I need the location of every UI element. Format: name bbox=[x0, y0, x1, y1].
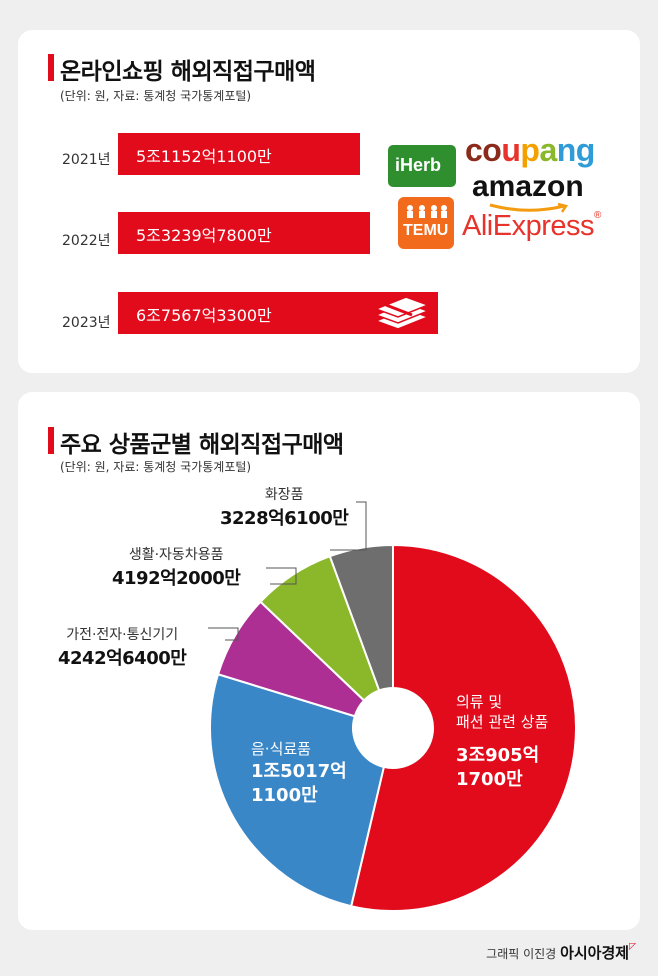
label-electronics: 가전·전자·통신기기 4242억6400만 bbox=[58, 624, 187, 670]
credit-line: 그래픽 이진경 아시아경제◸ bbox=[486, 942, 636, 963]
money-stack-icon bbox=[373, 297, 430, 330]
bar-2023: 6조7567억3300만 bbox=[118, 292, 438, 334]
donut-slice-4 bbox=[328, 543, 394, 692]
leader-line-electronics bbox=[208, 627, 239, 641]
credit-author: 그래픽 이진경 bbox=[486, 947, 557, 961]
iherb-logo: iHerb bbox=[388, 145, 456, 187]
year-label-2022: 2022년 bbox=[62, 233, 111, 249]
chart2-title: 주요 상품군별 해외직접구매액 bbox=[60, 432, 344, 458]
bar-value-2023: 6조7567억3300만 bbox=[136, 306, 272, 325]
bar-2021: 5조1152억1100만 bbox=[118, 133, 360, 175]
label-electronics-value: 4242억6400만 bbox=[58, 648, 187, 669]
label-living: 생활·자동차용품 4192억2000만 bbox=[112, 544, 241, 590]
donut-slice-1 bbox=[209, 672, 386, 908]
credit-brand: 아시아경제 bbox=[560, 944, 630, 962]
chart2-subtitle: (단위: 원, 자료: 통계청 국가통계포털) bbox=[60, 460, 252, 474]
year-label-2021: 2021년 bbox=[62, 152, 111, 168]
temu-logo-text: TEMU bbox=[403, 222, 449, 239]
bar-2022: 5조3239억7800만 bbox=[118, 212, 370, 254]
label-living-value: 4192억2000만 bbox=[112, 568, 241, 589]
bar-value-2021: 5조1152억1100만 bbox=[136, 147, 272, 166]
coupang-logo: coupang bbox=[465, 132, 595, 168]
chart1-subtitle: (단위: 원, 자료: 통계청 국가통계포털) bbox=[60, 89, 252, 103]
brand-mark-icon: ◸ bbox=[629, 942, 636, 952]
leader-line-living bbox=[266, 567, 297, 585]
title-accent-bar-2 bbox=[48, 427, 54, 454]
label-food-name: 음·식료품 bbox=[251, 740, 311, 758]
temu-logo: TEMU bbox=[398, 197, 454, 249]
amazon-smile-icon bbox=[489, 203, 569, 213]
donut-slice-0 bbox=[349, 543, 577, 912]
amazon-logo: amazon bbox=[472, 170, 584, 203]
label-fashion-value: 3조905억 1700만 bbox=[456, 745, 540, 790]
bar-value-2022: 5조3239억7800만 bbox=[136, 226, 272, 245]
label-living-name: 생활·자동차용품 bbox=[128, 547, 224, 563]
iherb-logo-text: iHerb bbox=[395, 155, 442, 175]
leader-line-cosmetics bbox=[330, 501, 367, 551]
aliexpress-logo: AliExpress® bbox=[462, 210, 601, 242]
temu-figures-icon bbox=[407, 205, 447, 218]
title-accent-bar bbox=[48, 54, 54, 81]
label-cosmetics-value: 3228억6100만 bbox=[220, 508, 349, 529]
label-food-value: 1조5017억 1100만 bbox=[251, 761, 347, 806]
label-cosmetics: 화장품 3228억6100만 bbox=[220, 484, 349, 530]
label-fashion-name: 의류 및 패션 관련 상품 bbox=[456, 693, 549, 731]
chart1-title: 온라인쇼핑 해외직접구매액 bbox=[60, 59, 316, 85]
year-label-2023: 2023년 bbox=[62, 315, 111, 331]
aliexpress-logo-text: AliExpress bbox=[462, 210, 595, 242]
label-electronics-name: 가전·전자·통신기기 bbox=[66, 627, 179, 643]
label-cosmetics-name: 화장품 bbox=[264, 487, 304, 503]
